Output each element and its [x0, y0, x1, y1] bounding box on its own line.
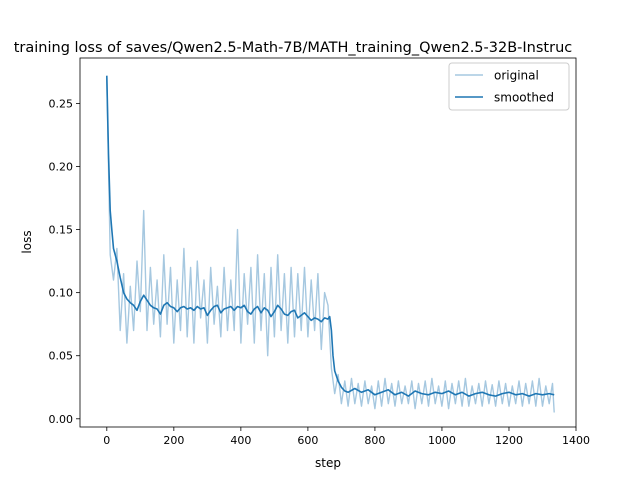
- legend-label-original: original: [494, 69, 539, 83]
- plot-area: [79, 57, 577, 428]
- y-tick-label: 0.05: [49, 350, 74, 363]
- axes-frame: [79, 57, 577, 428]
- series-layer: [106, 75, 555, 413]
- x-axis-label: step: [315, 456, 341, 470]
- x-tick-label: 0: [103, 434, 110, 447]
- x-axis: 0 200 400 600 800 1000 1200 1400: [103, 427, 590, 447]
- x-tick-label: 1000: [428, 434, 456, 447]
- x-tick-label: 1400: [562, 434, 590, 447]
- x-tick-label: 600: [297, 434, 318, 447]
- series-line-original: [106, 78, 555, 413]
- y-tick-label: 0.10: [49, 287, 74, 300]
- x-tick-label: 200: [163, 434, 184, 447]
- y-tick-label: 0.15: [49, 224, 74, 237]
- series-line-smoothed: [106, 75, 555, 397]
- x-tick-label: 400: [230, 434, 251, 447]
- x-tick-label: 800: [364, 434, 385, 447]
- y-tick-label: 0.25: [49, 97, 74, 110]
- y-axis: 0.00 0.05 0.10 0.15 0.20 0.25: [49, 97, 80, 426]
- chart-title: training loss of saves/Qwen2.5-Math-7B/M…: [14, 40, 573, 56]
- legend-label-smoothed: smoothed: [494, 91, 554, 105]
- y-tick-label: 0.00: [49, 413, 74, 426]
- x-tick-label: 1200: [495, 434, 523, 447]
- y-axis-label: loss: [20, 230, 34, 253]
- legend: original smoothed: [448, 62, 570, 111]
- y-tick-label: 0.20: [49, 160, 74, 173]
